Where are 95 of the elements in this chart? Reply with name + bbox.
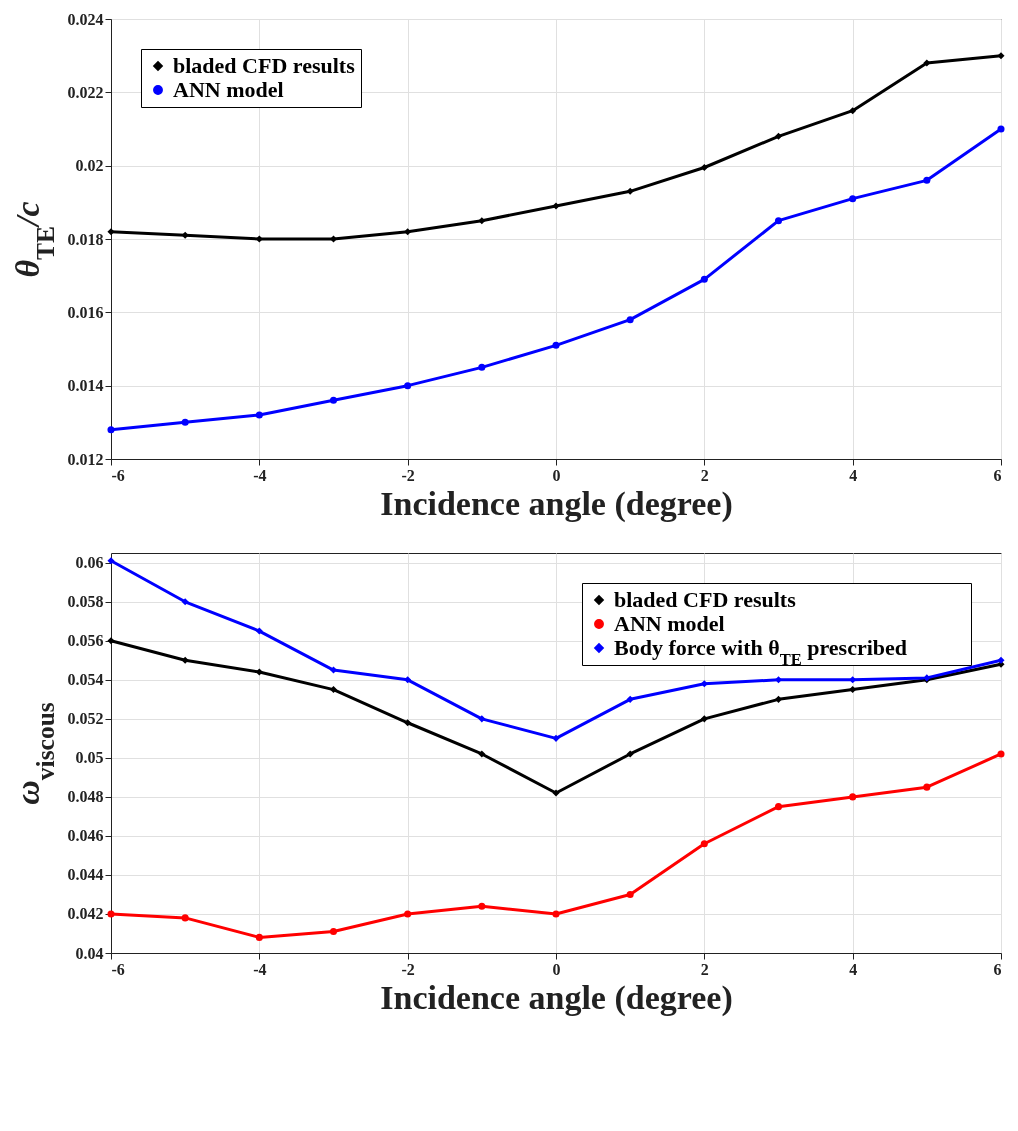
point — [552, 734, 560, 742]
point — [478, 363, 486, 371]
legend-label: ANN model — [614, 611, 725, 636]
point — [255, 627, 263, 635]
x-tick-label: 0 — [552, 466, 561, 484]
y-tick-label: 0.048 — [67, 788, 104, 806]
y-tick-label: 0.022 — [67, 83, 104, 101]
point — [181, 231, 189, 239]
y-tick-label: 0.024 — [67, 10, 104, 28]
point — [774, 132, 783, 140]
point — [552, 789, 560, 797]
point — [849, 686, 857, 694]
point — [997, 125, 1005, 133]
y-tick-label: 0.012 — [67, 450, 104, 468]
point — [849, 195, 857, 203]
point — [552, 202, 560, 210]
point — [404, 382, 412, 390]
y-tick-label: 0.06 — [75, 554, 104, 572]
point — [255, 411, 263, 419]
x-tick-label: -2 — [401, 960, 415, 978]
point — [923, 176, 931, 184]
point — [478, 902, 486, 910]
point — [329, 928, 338, 936]
x-axis-title: Incidence angle (degree) — [380, 484, 733, 523]
point — [404, 676, 412, 684]
x-tick-label: 4 — [849, 466, 858, 484]
y-tick-label: 0.04 — [75, 944, 104, 962]
point — [552, 910, 560, 918]
point — [700, 840, 708, 848]
legend-label: bladed CFD results — [614, 587, 797, 612]
x-axis-title: Incidence angle (degree) — [380, 978, 733, 1017]
point — [626, 750, 634, 758]
x-tick-label: 6 — [993, 466, 1002, 484]
y-tick-label: 0.042 — [67, 905, 104, 923]
x-tick-label: -2 — [401, 466, 415, 484]
point — [107, 557, 115, 565]
y-tick-label: 0.056 — [67, 632, 104, 650]
x-tick-label: 2 — [700, 960, 709, 978]
legend-label: ANN model — [173, 77, 284, 102]
point — [329, 686, 338, 694]
point — [774, 217, 783, 225]
point — [626, 187, 634, 195]
point — [181, 656, 189, 664]
point — [478, 217, 486, 225]
x-tick-label: 4 — [849, 960, 858, 978]
point — [404, 910, 412, 918]
point — [329, 396, 338, 404]
point — [626, 316, 634, 324]
point — [849, 107, 857, 115]
point — [107, 228, 115, 236]
point — [404, 719, 412, 727]
point — [997, 656, 1005, 664]
point — [478, 715, 486, 723]
point — [923, 783, 931, 791]
y-tick-label: 0.054 — [67, 671, 104, 689]
point — [997, 52, 1005, 60]
point — [774, 695, 783, 703]
point — [626, 890, 634, 898]
x-tick-label: -6 — [111, 466, 125, 484]
point — [849, 793, 857, 801]
x-tick-label: -4 — [253, 466, 267, 484]
y-tick-label: 0.05 — [75, 749, 104, 767]
point — [626, 695, 634, 703]
point — [700, 275, 708, 283]
legend-label: bladed CFD results — [173, 53, 356, 78]
point — [181, 598, 189, 606]
x-tick-label: -4 — [253, 960, 267, 978]
y-tick-label: 0.016 — [67, 303, 104, 321]
x-tick-label: 2 — [700, 466, 709, 484]
point — [700, 715, 708, 723]
point — [107, 426, 115, 434]
x-tick-label: 0 — [552, 960, 561, 978]
point — [107, 910, 115, 918]
point — [923, 59, 931, 67]
y-tick-label: 0.046 — [67, 827, 104, 845]
y-tick-label: 0.058 — [67, 593, 104, 611]
y-tick-label: 0.052 — [67, 710, 104, 728]
point — [404, 228, 412, 236]
legend-label: Body force with θ$_{TE}$ prescribed — [614, 635, 908, 669]
point — [700, 680, 708, 688]
point — [478, 750, 486, 758]
point — [107, 637, 115, 645]
y-tick-label: 0.014 — [67, 377, 104, 395]
point — [774, 803, 783, 811]
y-tick-label: 0.018 — [67, 230, 104, 248]
point — [255, 933, 263, 941]
x-tick-label: -6 — [111, 960, 125, 978]
point — [181, 418, 189, 426]
x-tick-label: 6 — [993, 960, 1002, 978]
y-tick-label: 0.044 — [67, 866, 104, 884]
point — [552, 341, 560, 349]
point — [997, 750, 1005, 758]
point — [181, 914, 189, 922]
y-tick-label: 0.02 — [75, 157, 104, 175]
point — [700, 163, 708, 172]
